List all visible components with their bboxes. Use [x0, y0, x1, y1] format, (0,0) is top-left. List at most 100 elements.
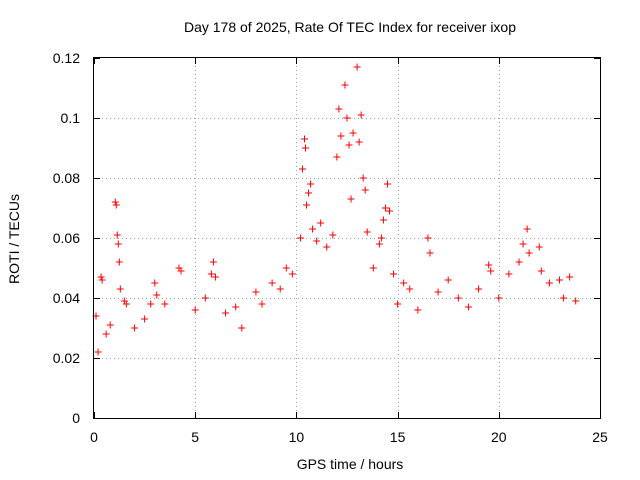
data-point: [111, 198, 119, 206]
y-tick-label: 0.02: [53, 350, 80, 366]
chart-title: Day 178 of 2025, Rate Of TEC Index for r…: [184, 19, 516, 35]
data-point: [363, 228, 371, 236]
data-points: [92, 63, 580, 356]
data-point: [377, 234, 385, 242]
data-point: [369, 264, 377, 272]
data-point: [112, 201, 120, 209]
data-point: [258, 300, 266, 308]
data-point: [414, 306, 422, 314]
data-point: [141, 315, 149, 323]
data-point: [556, 276, 564, 284]
data-point: [307, 180, 315, 188]
data-point: [207, 270, 215, 278]
data-point: [151, 279, 159, 287]
data-point: [444, 276, 452, 284]
data-point: [537, 267, 545, 275]
data-point: [302, 144, 310, 152]
data-point: [379, 216, 387, 224]
data-point: [282, 264, 290, 272]
data-point: [361, 186, 369, 194]
data-point: [347, 195, 355, 203]
data-point: [515, 258, 523, 266]
data-point: [211, 273, 219, 281]
data-point: [400, 279, 408, 287]
data-point: [424, 234, 432, 242]
data-point: [345, 141, 353, 149]
tick-layer: 0 5 10 15 20 25 0 0.02 0.04 0.06 0.08 0.1 0.12: [53, 50, 608, 445]
data-point: [545, 279, 553, 287]
data-point: [375, 240, 383, 248]
data-point: [383, 180, 391, 188]
data-point: [357, 111, 365, 119]
data-point: [426, 249, 434, 257]
data-point: [300, 135, 308, 143]
x-axis-label: GPS time / hours: [297, 456, 404, 472]
data-point: [288, 270, 296, 278]
data-point: [343, 114, 351, 122]
data-point: [116, 285, 124, 293]
data-point: [381, 204, 389, 212]
data-point: [222, 309, 230, 317]
data-point: [130, 324, 138, 332]
data-point: [268, 279, 276, 287]
data-point: [94, 348, 102, 356]
data-point: [355, 138, 363, 146]
data-point: [390, 270, 398, 278]
data-point: [298, 165, 306, 173]
data-point: [454, 294, 462, 302]
x-tick-label: 20: [491, 429, 507, 445]
data-point: [505, 270, 513, 278]
y-tick-label: 0.1: [61, 110, 81, 126]
y-tick-label: 0.06: [53, 230, 80, 246]
plot-frame: [93, 57, 601, 419]
data-point: [434, 288, 442, 296]
data-point: [106, 321, 114, 329]
data-point: [535, 243, 543, 251]
data-point: [252, 288, 260, 296]
data-point: [147, 300, 155, 308]
data-point: [475, 285, 483, 293]
x-tick-label: 25: [592, 429, 608, 445]
data-point: [113, 231, 121, 239]
data-point: [309, 225, 317, 233]
data-point: [333, 153, 341, 161]
y-tick-label: 0: [72, 410, 80, 426]
data-point: [386, 207, 394, 215]
grid-layer: [94, 58, 600, 418]
data-point: [353, 63, 361, 71]
data-point: [276, 285, 284, 293]
data-point: [114, 240, 122, 248]
data-point: [177, 267, 185, 275]
data-point: [98, 276, 106, 284]
data-point: [329, 231, 337, 239]
x-tick-label: 15: [390, 429, 406, 445]
data-point: [305, 189, 313, 197]
data-point: [349, 129, 357, 137]
y-tick-label: 0.12: [53, 50, 80, 66]
data-point: [523, 225, 531, 233]
data-point: [313, 237, 321, 245]
data-point: [102, 330, 110, 338]
data-point: [485, 261, 493, 269]
y-axis-label: ROTI / TECUs: [6, 194, 22, 284]
data-point: [317, 219, 325, 227]
data-point: [572, 297, 580, 305]
x-tick-label: 0: [90, 429, 98, 445]
data-point: [122, 300, 130, 308]
y-tick-label: 0.08: [53, 170, 80, 186]
data-point: [487, 267, 495, 275]
data-point: [566, 273, 574, 281]
data-point: [238, 324, 246, 332]
data-point: [209, 258, 217, 266]
x-tick-label: 5: [191, 429, 199, 445]
data-point: [359, 174, 367, 182]
data-point: [296, 234, 304, 242]
x-tick-label: 10: [289, 429, 305, 445]
data-point: [323, 243, 331, 251]
data-point: [394, 300, 402, 308]
data-point: [335, 105, 343, 113]
data-point: [406, 285, 414, 293]
data-point: [560, 294, 568, 302]
